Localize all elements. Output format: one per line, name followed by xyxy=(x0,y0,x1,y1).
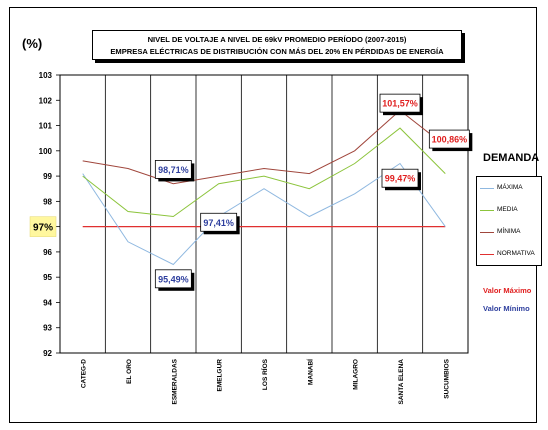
y-tick-label: 99 xyxy=(43,172,52,181)
x-tick-label: MANABÍ xyxy=(305,359,314,385)
y-tick-label: 93 xyxy=(43,324,52,333)
x-tick-label: EMELGUR xyxy=(217,359,224,392)
callout-label: 97,41% xyxy=(203,218,234,228)
normativa-label-box xyxy=(29,216,57,237)
legend-swatch-media xyxy=(480,210,494,211)
callout-box xyxy=(154,269,192,289)
chart-title-box: NIVEL DE VOLTAJE A NIVEL DE 69kV PROMEDI… xyxy=(92,30,462,60)
legend-item-normativa: NORMATIVA xyxy=(477,245,543,265)
y-tick-label: 95 xyxy=(43,273,52,282)
legend-label-maxima: MÁXIMA xyxy=(497,184,523,191)
series-line-2 xyxy=(82,109,446,185)
y-unit-label: (%) xyxy=(22,36,43,51)
x-tick-label: LOS RÍOS xyxy=(260,358,269,390)
legend: MÁXIMA MEDIA MÍNIMA NORMATIVA xyxy=(476,176,542,266)
callout-label: 100,86% xyxy=(432,135,468,145)
legend-swatch-minima xyxy=(480,232,494,233)
legend-swatch-normativa xyxy=(480,254,494,255)
callout-label: 99,47% xyxy=(385,174,416,184)
chart-title-line2: EMPRESA ELÉCTRICAS DE DISTRIBUCIÓN CON M… xyxy=(110,47,444,56)
x-tick-label: SANTA ELENA xyxy=(398,359,405,405)
legend-item-maxima: MÁXIMA xyxy=(477,179,543,199)
x-tick-label: MILAGRO xyxy=(353,359,360,390)
x-tick-label: CATEG-D xyxy=(81,359,88,388)
y-tick-label: 102 xyxy=(39,96,53,105)
y-tick-label: 94 xyxy=(43,298,52,307)
callout-box xyxy=(200,212,238,232)
y-tick-label: 103 xyxy=(39,71,53,80)
x-tick-label: EL ORO xyxy=(126,359,133,384)
legend-label-media: MEDIA xyxy=(497,206,518,213)
y-tick-label: 96 xyxy=(43,248,52,257)
x-tick-label: ESMERALDAS xyxy=(171,358,178,404)
valor-minimo-label: Valor Mínimo xyxy=(483,304,530,313)
legend-label-normativa: NORMATIVA xyxy=(497,250,535,257)
callout-box xyxy=(154,160,192,179)
valor-maximo-label: Valor Máximo xyxy=(483,286,532,295)
callout-label: 98,71% xyxy=(158,165,189,175)
callout-box xyxy=(381,168,419,188)
callout-box xyxy=(428,129,470,149)
normativa-label: 97% xyxy=(33,223,53,234)
legend-swatch-maxima xyxy=(480,188,494,189)
x-tick-label: SUCUMBIOS xyxy=(443,358,450,398)
callout-label: 101,57% xyxy=(382,99,418,109)
callout-label: 95,49% xyxy=(158,274,189,284)
chart-title-line1: NIVEL DE VOLTAJE A NIVEL DE 69kV PROMEDI… xyxy=(147,35,407,44)
legend-item-minima: MÍNIMA xyxy=(477,223,543,243)
callout-box xyxy=(379,93,421,113)
y-tick-label: 98 xyxy=(43,197,52,206)
legend-title: DEMANDA xyxy=(483,152,540,164)
y-tick-label: 92 xyxy=(43,349,52,358)
plot-area xyxy=(59,74,469,354)
legend-item-media: MEDIA xyxy=(477,201,543,221)
legend-label-minima: MÍNIMA xyxy=(497,228,521,235)
y-tick-label: 100 xyxy=(39,147,53,156)
y-tick-label: 101 xyxy=(39,122,53,131)
series-line-1 xyxy=(82,127,446,218)
